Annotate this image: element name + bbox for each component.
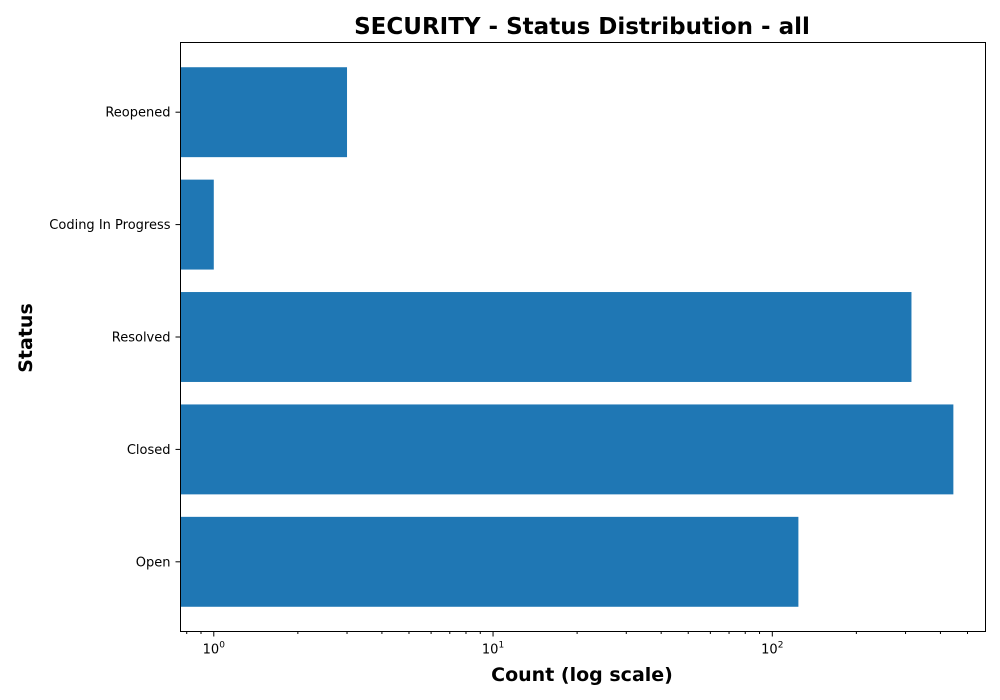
y-tick-label-open: Open	[136, 555, 171, 570]
x-tick-label: 101	[482, 641, 504, 658]
y-ticks-group: Open Closed Resolved Coding In Progress Reop…	[49, 106, 181, 570]
x-ticks-group: 100 101 102	[186, 631, 968, 658]
bar-coding-in-progress	[180, 179, 214, 270]
y-tick-label-closed: Closed	[127, 443, 171, 458]
bar-resolved	[180, 292, 912, 382]
bar-open	[180, 516, 799, 607]
chart-title: SECURITY - Status Distribution - all	[354, 14, 810, 40]
bar-reopened	[180, 67, 348, 158]
y-axis-label: Status	[15, 303, 37, 373]
x-axis-label: Count (log scale)	[491, 664, 673, 686]
x-tick-label: 100	[203, 641, 226, 658]
plot-frame	[180, 42, 986, 632]
y-tick-label-coding-in-progress: Coding In Progress	[49, 218, 170, 233]
bar-closed	[180, 404, 954, 495]
x-tick-label: 102	[761, 641, 783, 658]
y-tick-label-resolved: Resolved	[112, 331, 171, 346]
y-tick-label-reopened: Reopened	[105, 106, 170, 121]
bars-group	[180, 67, 954, 607]
